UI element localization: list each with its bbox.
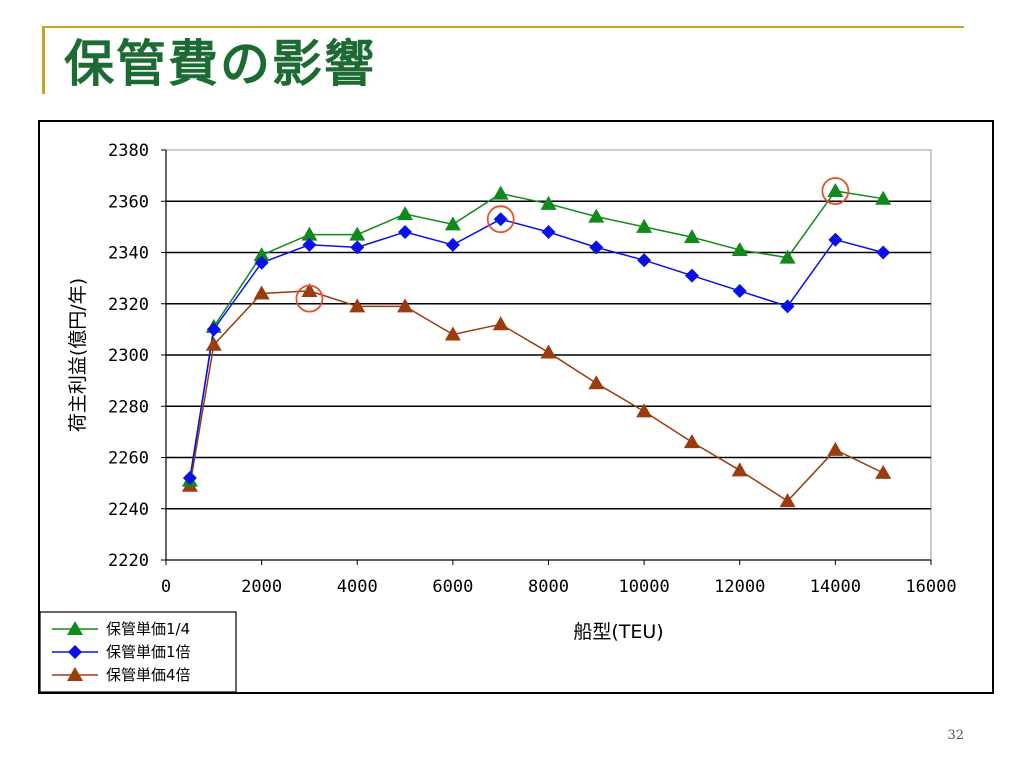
- data-point: [780, 299, 795, 314]
- data-point: [206, 322, 221, 337]
- legend-label: 保管単価1倍: [106, 643, 191, 661]
- data-point: [827, 441, 844, 456]
- y-tick-label: 2260: [108, 449, 149, 469]
- y-tick-label: 2380: [108, 141, 149, 161]
- data-point: [253, 247, 270, 262]
- data-point: [732, 283, 747, 298]
- plot-area: 2220 2240 2260 2280 2300 2320 2340 2360 2380 0 200…: [108, 141, 957, 597]
- data-point: [492, 185, 509, 200]
- data-point: [301, 282, 318, 297]
- data-point: [683, 229, 700, 244]
- data-point: [779, 493, 796, 508]
- data-point: [254, 255, 269, 270]
- data-point: [492, 316, 509, 331]
- data-point: [540, 344, 557, 359]
- x-tick-label: 2000: [241, 577, 282, 597]
- data-point: [589, 240, 604, 255]
- page-number: 32: [947, 728, 964, 743]
- series-line: [189, 190, 884, 481]
- data-point: [731, 462, 748, 477]
- x-axis-title: 船型(TEU): [573, 621, 663, 643]
- data-point: [397, 298, 414, 313]
- data-point: [636, 403, 653, 418]
- series-line: [189, 218, 884, 479]
- series-line: [189, 290, 884, 503]
- data-point: [876, 245, 891, 260]
- slide-title: 保管費の影響: [64, 35, 376, 93]
- data-point: [588, 375, 605, 390]
- data-point: [828, 232, 843, 247]
- data-point: [541, 225, 556, 239]
- data-point: [444, 326, 461, 341]
- x-tick-label: 4000: [337, 577, 378, 597]
- y-tick-label: 2340: [108, 244, 149, 264]
- y-tick-label: 2360: [108, 192, 149, 212]
- data-point: [827, 183, 844, 197]
- data-point: [684, 268, 699, 283]
- data-point: [301, 226, 318, 241]
- highlight-circle: [486, 205, 515, 234]
- data-point: [205, 336, 222, 351]
- line-chart: 2220 2240 2260 2280 2300 2320 2340 2360 2380 0 200…: [38, 120, 994, 694]
- x-tick-label: 16000: [905, 577, 956, 597]
- data-point: [875, 464, 892, 479]
- x-tick-label: 8000: [528, 577, 569, 597]
- y-tick-label: 2300: [108, 346, 149, 366]
- data-point: [683, 434, 700, 449]
- legend-label: 保管単価4倍: [106, 666, 191, 684]
- data-point: [349, 226, 366, 241]
- data-point: [588, 208, 605, 223]
- data-point: [637, 253, 652, 268]
- data-point: [349, 298, 366, 313]
- x-tick-label: 12000: [714, 577, 765, 597]
- title-accent-rule: [42, 26, 964, 28]
- data-point: [253, 285, 270, 300]
- y-axis-title: 荷主利益(億円/年): [67, 278, 89, 432]
- highlight-circle: [295, 284, 324, 313]
- data-point: [350, 240, 365, 255]
- data-point: [779, 249, 796, 264]
- x-tick-label: 6000: [432, 577, 473, 597]
- y-tick-label: 2320: [108, 295, 149, 315]
- y-tick-label: 2220: [108, 551, 149, 571]
- legend-marker: [67, 621, 83, 635]
- data-point: [636, 218, 653, 233]
- data-point: [875, 190, 892, 205]
- data-point: [182, 471, 197, 485]
- x-tick-label: 0: [161, 577, 171, 597]
- title-accent-bar: [42, 26, 45, 94]
- data-point: [398, 225, 413, 239]
- x-tick-label: 10000: [619, 577, 670, 597]
- legend-marker: [67, 667, 83, 681]
- data-point: [397, 206, 414, 221]
- data-point: [540, 195, 557, 210]
- data-point: [444, 216, 461, 231]
- data-point: [731, 241, 748, 256]
- data-point: [493, 212, 508, 227]
- data-point: [302, 237, 317, 252]
- y-tick-label: 2280: [108, 397, 149, 417]
- highlight-circle: [821, 177, 850, 205]
- legend-label: 保管単価1/4: [106, 620, 190, 638]
- legend-marker: [68, 645, 82, 659]
- y-tick-label: 2240: [108, 500, 149, 520]
- x-tick-label: 14000: [810, 577, 861, 597]
- data-point: [445, 237, 460, 252]
